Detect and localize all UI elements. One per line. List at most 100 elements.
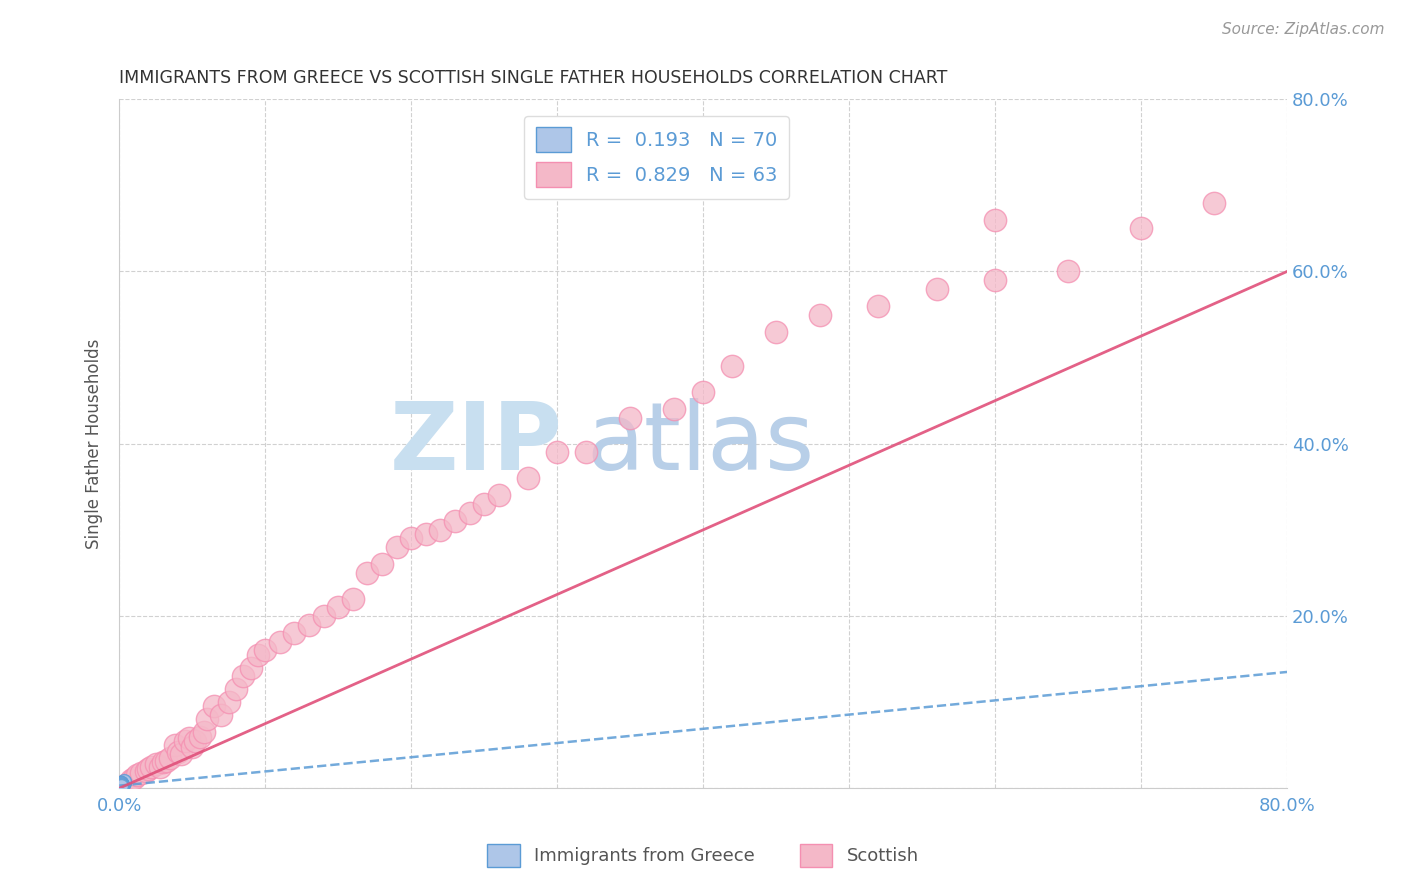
- Point: [112, 776, 135, 790]
- Point: [110, 777, 132, 791]
- Point: [111, 778, 134, 792]
- Point: [145, 757, 167, 772]
- Point: [111, 777, 134, 791]
- Point: [517, 471, 540, 485]
- Point: [110, 778, 132, 792]
- Point: [111, 779, 134, 793]
- Point: [356, 566, 378, 580]
- Point: [110, 778, 132, 792]
- Point: [110, 779, 132, 793]
- Point: [371, 558, 394, 572]
- Point: [111, 778, 134, 792]
- Point: [662, 402, 685, 417]
- Point: [110, 779, 132, 793]
- Point: [1130, 221, 1153, 235]
- Point: [174, 734, 197, 748]
- Point: [111, 780, 134, 794]
- Point: [110, 776, 132, 790]
- Point: [575, 445, 598, 459]
- Point: [110, 778, 132, 792]
- Point: [179, 731, 201, 746]
- Text: Source: ZipAtlas.com: Source: ZipAtlas.com: [1222, 22, 1385, 37]
- Point: [112, 775, 135, 789]
- Point: [721, 359, 744, 374]
- Point: [110, 776, 132, 790]
- Point: [399, 532, 422, 546]
- Point: [110, 780, 132, 794]
- Text: ZIP: ZIP: [391, 398, 562, 490]
- Point: [110, 777, 132, 791]
- Point: [110, 778, 132, 792]
- Point: [159, 751, 181, 765]
- Point: [868, 299, 890, 313]
- Point: [1057, 264, 1080, 278]
- Point: [111, 779, 134, 793]
- Text: atlas: atlas: [586, 398, 814, 490]
- Point: [218, 695, 240, 709]
- Point: [110, 779, 132, 793]
- Point: [110, 778, 132, 792]
- Point: [472, 497, 495, 511]
- Point: [110, 777, 132, 791]
- Point: [110, 778, 132, 792]
- Point: [110, 778, 132, 792]
- Point: [211, 708, 233, 723]
- Point: [111, 779, 134, 793]
- Point: [925, 282, 948, 296]
- Point: [692, 384, 714, 399]
- Point: [110, 776, 132, 790]
- Point: [110, 779, 132, 793]
- Point: [120, 772, 142, 787]
- Point: [111, 778, 134, 792]
- Point: [110, 779, 132, 793]
- Point: [111, 778, 134, 792]
- Point: [111, 779, 134, 793]
- Point: [110, 779, 132, 793]
- Point: [488, 488, 510, 502]
- Point: [765, 325, 787, 339]
- Point: [110, 778, 132, 792]
- Legend: R =  0.193   N = 70, R =  0.829   N = 63: R = 0.193 N = 70, R = 0.829 N = 63: [524, 116, 789, 199]
- Point: [429, 523, 451, 537]
- Point: [328, 600, 350, 615]
- Point: [112, 774, 135, 789]
- Point: [110, 777, 132, 791]
- Legend: Immigrants from Greece, Scottish: Immigrants from Greece, Scottish: [479, 837, 927, 874]
- Y-axis label: Single Father Households: Single Father Households: [86, 339, 103, 549]
- Point: [110, 777, 132, 791]
- Point: [193, 725, 215, 739]
- Point: [415, 527, 437, 541]
- Point: [110, 780, 132, 794]
- Point: [110, 778, 132, 792]
- Point: [239, 660, 262, 674]
- Point: [298, 617, 321, 632]
- Point: [195, 712, 218, 726]
- Point: [110, 777, 132, 791]
- Point: [246, 648, 269, 662]
- Point: [202, 699, 225, 714]
- Point: [135, 764, 157, 778]
- Point: [111, 777, 134, 791]
- Point: [619, 410, 641, 425]
- Point: [283, 626, 305, 640]
- Point: [110, 780, 132, 794]
- Point: [110, 779, 132, 793]
- Point: [808, 308, 831, 322]
- Point: [110, 777, 132, 791]
- Point: [269, 635, 291, 649]
- Point: [444, 514, 467, 528]
- Point: [111, 778, 134, 792]
- Point: [110, 779, 132, 793]
- Point: [111, 780, 134, 794]
- Point: [110, 780, 132, 794]
- Point: [169, 747, 191, 761]
- Point: [110, 778, 132, 792]
- Point: [155, 754, 177, 768]
- Point: [111, 779, 134, 793]
- Point: [110, 777, 132, 791]
- Point: [342, 591, 364, 606]
- Point: [129, 765, 152, 780]
- Point: [111, 778, 134, 792]
- Point: [225, 682, 247, 697]
- Point: [166, 745, 188, 759]
